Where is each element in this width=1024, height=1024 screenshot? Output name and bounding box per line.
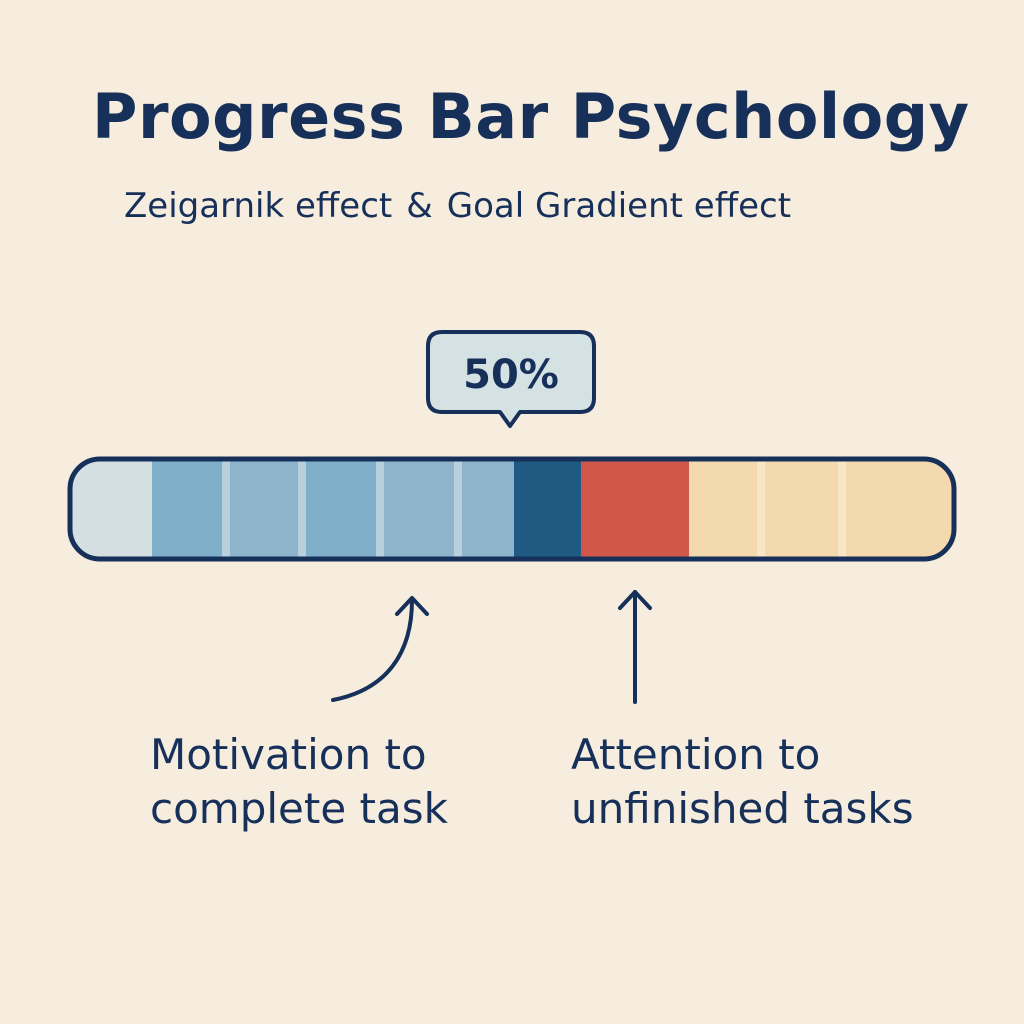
attention-caption: Attention to unfinished tasks (571, 728, 914, 836)
segment-completed-5 (462, 459, 514, 559)
segment-completed-2 (230, 459, 298, 559)
progress-percentage: 50% (463, 352, 559, 398)
segment-next (581, 459, 689, 559)
segment-completed-4 (384, 459, 454, 559)
subtitle: Zeigarnik effect & Goal Gradient effect (124, 186, 791, 226)
attention-caption-line-1: Attention to (571, 730, 821, 779)
segment-divider-4 (454, 459, 462, 559)
motivation-caption-line-1: Motivation to (150, 730, 427, 779)
ampersand: & (406, 186, 433, 226)
segment-current (514, 459, 581, 559)
motivation-caption: Motivation to complete task (150, 728, 448, 836)
remaining-divider-2 (838, 459, 846, 559)
segment-empty-start (70, 459, 152, 559)
remaining-divider-1 (757, 459, 765, 559)
arrow-up-icon (395, 596, 429, 616)
motivation-caption-line-2: complete task (150, 784, 448, 833)
segment-divider-1 (222, 459, 230, 559)
attention-caption-line-2: unfinished tasks (571, 784, 914, 833)
attention-arrow (618, 590, 652, 704)
segment-completed-3 (306, 459, 376, 559)
segment-remaining (689, 459, 954, 559)
zeigarnik-effect-label: Zeigarnik effect (124, 186, 393, 226)
curved-arrow-shaft (331, 598, 414, 702)
segment-divider-2 (298, 459, 306, 559)
segment-divider-3 (376, 459, 384, 559)
arrow-up-icon (618, 590, 652, 610)
progress-bar-outline (67, 456, 957, 562)
progress-bar (70, 459, 954, 559)
callout-bubble (426, 330, 596, 428)
motivation-arrow (331, 596, 429, 702)
segment-completed-1 (152, 459, 222, 559)
percentage-callout: 50% (426, 330, 596, 428)
goal-gradient-effect-label: Goal Gradient effect (446, 186, 792, 226)
page-title: Progress Bar Psychology (92, 80, 970, 153)
